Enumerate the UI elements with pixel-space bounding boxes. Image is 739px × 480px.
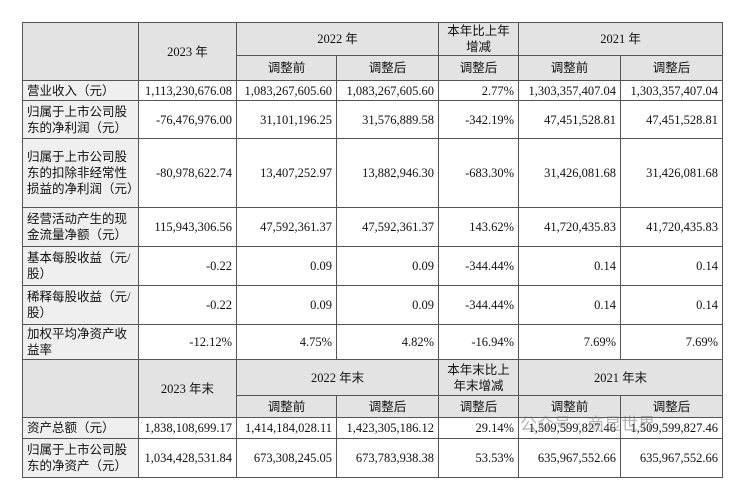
value-cell: 13,882,946.30: [335, 138, 440, 208]
value-cell: 1,083,267,605.60: [335, 80, 440, 101]
row-label: 归属于上市公司股东的净资产（元）: [22, 438, 139, 478]
value-cell: 0.09: [236, 246, 337, 286]
value-cell: 2.77%: [438, 80, 520, 101]
value-cell: 41,720,435.83: [620, 207, 724, 247]
data-row: 归属于上市公司股东的净利润（元） -76,476,976.00 31,101,196…: [22, 100, 724, 139]
value-cell: 1,414,184,028.11: [236, 417, 337, 439]
sub-header-cell: 调整后: [335, 55, 440, 81]
value-cell: 673,308,245.05: [236, 438, 337, 478]
value-cell: -0.22: [138, 285, 237, 325]
header-row: 2023 年末 2022 年末 本年末比上年末增减 2021 年末: [22, 359, 724, 418]
data-row: 归属于上市公司股东的扣除非经常性损益的净利润（元） -80,978,622.74 1…: [22, 138, 724, 208]
value-cell: 1,113,230,676.08: [138, 80, 237, 101]
table-body: 2023 年 2022 年本年比上年增减 2021 年调整前 调整后 调整后 调整前 调整后…: [22, 22, 724, 478]
sub-header-cell: 调整前: [518, 395, 622, 418]
header-cell: 2021 年末: [518, 359, 724, 396]
value-cell: 1,303,357,407.04: [518, 80, 622, 101]
sub-header-cell: 调整后: [620, 395, 724, 418]
value-cell: -76,476,976.00: [138, 100, 237, 139]
value-cell: -683.30%: [438, 138, 520, 208]
header-cell: 2023 年: [138, 22, 237, 81]
row-label: 资产总额（元）: [22, 417, 139, 439]
value-cell: 31,426,081.68: [518, 138, 622, 208]
value-cell: 4.75%: [236, 324, 337, 360]
value-cell: 29.14%: [438, 417, 520, 439]
data-row: 加权平均净资产收益率 -12.12% 4.75% 4.82% -16.94% 7.69% 7…: [22, 324, 724, 360]
data-row: 稀释每股收益（元/股） -0.22 0.09 0.09 -344.44% 0.14 0.14: [22, 285, 724, 325]
value-cell: 635,967,552.66: [518, 438, 622, 478]
row-label: 基本每股收益（元/股）: [22, 246, 139, 286]
value-cell: 0.09: [236, 285, 337, 325]
value-cell: 1,423,305,186.12: [335, 417, 440, 439]
sub-header-cell: 调整后: [438, 55, 520, 81]
value-cell: 0.14: [518, 246, 622, 286]
row-label: 稀释每股收益（元/股）: [22, 285, 139, 325]
value-cell: 1,838,108,699.17: [138, 417, 237, 439]
sub-header-cell: 调整后: [620, 55, 724, 81]
value-cell: 1,303,357,407.04: [620, 80, 724, 101]
value-cell: 31,576,889.58: [335, 100, 440, 139]
value-cell: -0.22: [138, 246, 237, 286]
value-cell: -12.12%: [138, 324, 237, 360]
value-cell: 31,101,196.25: [236, 100, 337, 139]
value-cell: 31,426,081.68: [620, 138, 724, 208]
header-cell: [22, 359, 139, 418]
data-row: 营业收入（元） 1,113,230,676.08 1,083,267,605.60 1…: [22, 80, 724, 101]
data-row: 归属于上市公司股东的净资产（元） 1,034,428,531.84 673,308,…: [22, 438, 724, 478]
value-cell: 0.09: [335, 285, 440, 325]
data-row: 资产总额（元） 1,838,108,699.17 1,414,184,028.11 1…: [22, 417, 724, 439]
financial-table: 2023 年 2022 年本年比上年增减 2021 年调整前 调整后 调整后 调整前 调整后…: [22, 22, 724, 478]
value-cell: 1,083,267,605.60: [236, 80, 337, 101]
value-cell: -342.19%: [438, 100, 520, 139]
header-cell: 2021 年: [518, 22, 724, 56]
value-cell: 1,509,599,827.46: [518, 417, 622, 439]
value-cell: 13,407,252.97: [236, 138, 337, 208]
value-cell: 0.09: [335, 246, 440, 286]
header-cell: 2022 年: [235, 22, 440, 56]
value-cell: 7.69%: [518, 324, 622, 360]
value-cell: 47,592,361.37: [236, 207, 337, 247]
value-cell: 0.14: [518, 285, 622, 325]
value-cell: 635,967,552.66: [620, 438, 724, 478]
row-label: 加权平均净资产收益率: [22, 324, 139, 360]
row-label: 经营活动产生的现金流量净额（元）: [22, 207, 139, 247]
value-cell: 0.14: [620, 246, 724, 286]
row-label: 归属于上市公司股东的净利润（元）: [22, 100, 139, 139]
row-label: 归属于上市公司股东的扣除非经常性损益的净利润（元）: [22, 138, 139, 208]
header-cell: 本年比上年增减: [438, 22, 520, 56]
header-row: 2023 年 2022 年本年比上年增减 2021 年: [22, 22, 724, 81]
value-cell: -16.94%: [438, 324, 520, 360]
value-cell: -344.44%: [438, 246, 520, 286]
watermark: 公众号 · 商显世界: [520, 415, 656, 435]
value-cell: -344.44%: [438, 285, 520, 325]
header-cell: 本年末比上年末增减: [438, 359, 520, 396]
sub-header-cell: 调整前: [236, 55, 337, 81]
data-row: 基本每股收益（元/股） -0.22 0.09 0.09 -344.44% 0.14 0.14: [22, 246, 724, 286]
value-cell: -80,978,622.74: [138, 138, 237, 208]
value-cell: 41,720,435.83: [518, 207, 622, 247]
value-cell: 143.62%: [438, 207, 520, 247]
data-row: 经营活动产生的现金流量净额（元） 115,943,306.56 47,592,361…: [22, 207, 724, 247]
row-label: 营业收入（元）: [22, 80, 139, 101]
value-cell: 47,451,528.81: [620, 100, 724, 139]
header-row: 调整前 调整后 调整后 调整前 调整后: [23, 395, 724, 418]
value-cell: 4.82%: [335, 324, 440, 360]
value-cell: 7.69%: [620, 324, 724, 360]
sub-header-cell: 调整后: [335, 395, 440, 418]
value-cell: 673,783,938.38: [335, 438, 440, 478]
header-cell: [22, 22, 139, 81]
header-row: 调整前 调整后 调整后 调整前 调整后: [23, 55, 724, 81]
value-cell: 53.53%: [438, 438, 520, 478]
value-cell: 47,592,361.37: [335, 207, 440, 247]
header-cell: 2023 年末: [138, 359, 237, 418]
sub-header-cell: 调整后: [438, 395, 520, 418]
value-cell: 1,034,428,531.84: [138, 438, 237, 478]
value-cell: 115,943,306.56: [138, 207, 237, 247]
sub-header-cell: 调整前: [236, 395, 337, 418]
sub-header-cell: 调整前: [518, 55, 622, 81]
value-cell: 0.14: [620, 285, 724, 325]
value-cell: 47,451,528.81: [518, 100, 622, 139]
header-cell: 2022 年末: [235, 359, 440, 396]
